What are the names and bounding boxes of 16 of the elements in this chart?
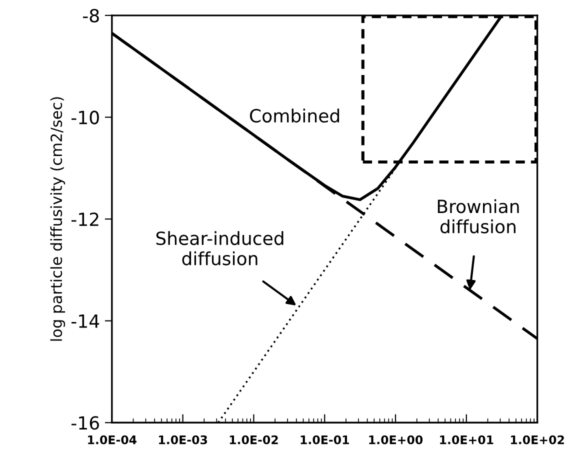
y-tick-label: -12	[72, 212, 98, 226]
y-tick-label: -14	[72, 314, 100, 328]
x-tick-label: 1.0E+01	[440, 435, 494, 444]
x-tick-label: 1.0E+02	[510, 435, 564, 444]
y-tick-label: -16	[72, 416, 99, 430]
x-tick-label: 1.0E-04	[88, 435, 137, 444]
x-tick-label: 1.0E-02	[230, 435, 278, 444]
y-axis-title: log particle diffusivity (cm2/sec)	[50, 97, 66, 341]
annotation: Combined	[250, 108, 340, 123]
x-tick-label: 1.0E+00	[369, 435, 423, 444]
y-tick-label: -8	[82, 8, 99, 23]
annotation: Shear-induced diffusion	[156, 231, 284, 266]
x-tick-label: 1.0E-03	[158, 435, 208, 444]
annotation: Brownian diffusion	[438, 199, 519, 234]
y-tick-label: -10	[72, 110, 99, 124]
x-tick-label: 1.0E-01	[300, 435, 349, 444]
